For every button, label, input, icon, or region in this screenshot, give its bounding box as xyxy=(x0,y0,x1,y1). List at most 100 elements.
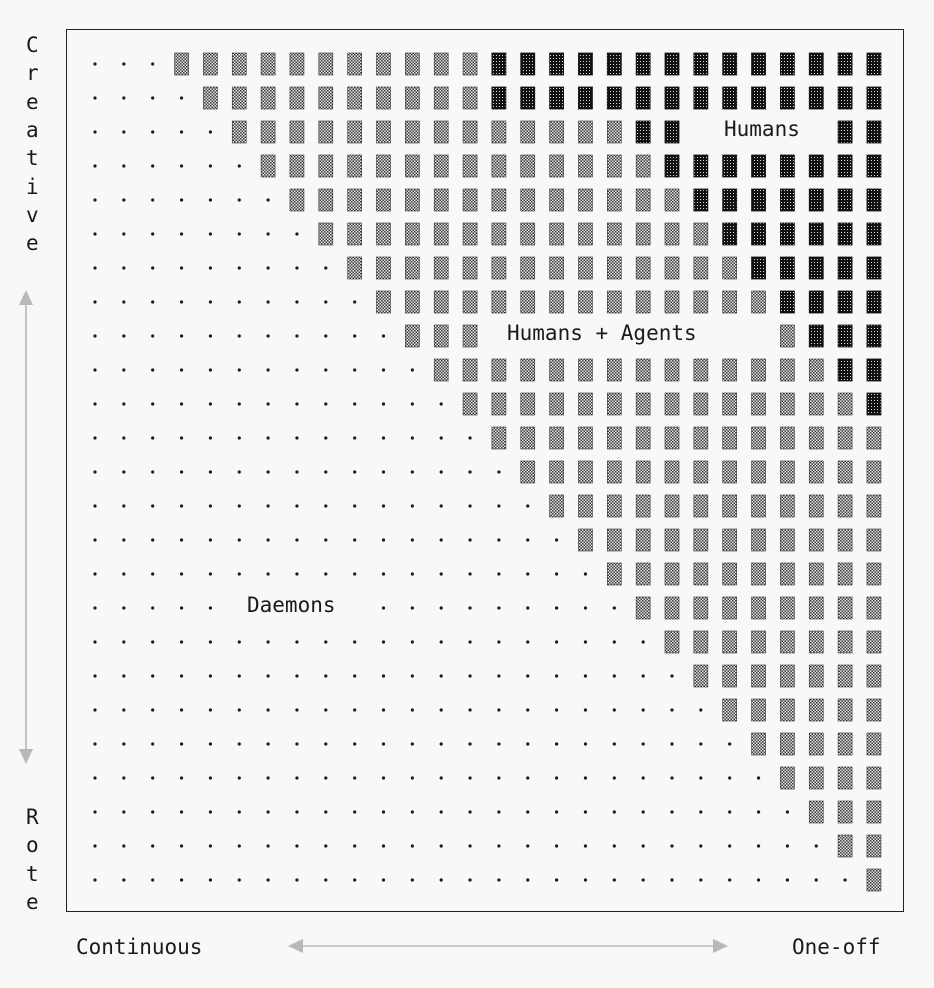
cell-dot xyxy=(295,232,299,236)
cell-medium xyxy=(837,698,853,722)
cell-medium xyxy=(606,562,622,586)
region-label-humans-agents: Humans + Agents xyxy=(505,321,699,345)
cell-dot xyxy=(122,504,126,508)
cell-dot xyxy=(612,606,616,610)
grid-row xyxy=(93,426,882,450)
grid-row xyxy=(93,86,882,110)
cell-dot xyxy=(353,810,357,814)
cell-medium xyxy=(405,256,420,280)
cell-medium xyxy=(347,52,362,76)
cell-dot xyxy=(583,810,588,814)
cell-dot xyxy=(93,878,97,882)
cell-dense xyxy=(837,154,853,178)
cell-dense xyxy=(866,324,882,348)
cell-dot xyxy=(526,776,530,780)
cell-dot xyxy=(641,776,645,780)
cell-dot xyxy=(122,232,126,236)
cell-dense xyxy=(837,120,853,144)
cell-dot xyxy=(612,640,616,644)
cell-dot xyxy=(410,640,414,644)
cell-medium xyxy=(289,154,305,178)
cell-dot xyxy=(266,538,270,542)
cell-medium xyxy=(462,324,478,348)
cell-medium xyxy=(635,222,651,246)
cell-dot xyxy=(266,776,270,780)
cell-dot xyxy=(179,300,184,304)
cell-dot xyxy=(151,96,155,100)
cell-dot xyxy=(295,504,299,508)
cell-medium xyxy=(664,460,680,484)
cell-dense xyxy=(693,52,709,76)
cell-dot xyxy=(324,844,328,848)
cell-dot xyxy=(208,368,212,372)
cell-dot xyxy=(179,538,184,542)
cell-dot xyxy=(468,606,472,610)
cell-dot xyxy=(353,538,357,542)
cell-medium xyxy=(664,494,680,518)
cell-dense xyxy=(866,358,882,382)
cell-medium xyxy=(837,732,853,756)
cell-medium xyxy=(203,52,218,76)
cell-medium xyxy=(549,392,564,416)
grid-row xyxy=(93,800,882,824)
cell-dot xyxy=(699,708,703,712)
cell-dot xyxy=(295,640,299,644)
cell-dot xyxy=(208,334,212,338)
cell-dense xyxy=(693,86,709,110)
cell-dot xyxy=(237,300,241,304)
cell-medium xyxy=(491,290,507,314)
grid-row xyxy=(93,188,882,212)
cell-medium xyxy=(722,290,738,314)
cell-dot xyxy=(353,572,357,576)
cell-medium xyxy=(520,222,536,246)
cell-dot xyxy=(179,504,184,508)
cell-medium xyxy=(664,290,680,314)
x-axis-right-label: One-off xyxy=(792,935,881,959)
cell-dot xyxy=(814,844,818,848)
cell-medium xyxy=(347,188,362,212)
cell-dot xyxy=(179,368,184,372)
cell-dot xyxy=(151,572,155,576)
cell-dot xyxy=(179,198,184,202)
cell-medium xyxy=(260,120,276,144)
cell-medium xyxy=(780,460,795,484)
cell-dense xyxy=(722,52,738,76)
cell-dense xyxy=(837,222,853,246)
cell-medium xyxy=(462,392,478,416)
cell-dot xyxy=(151,470,155,474)
cell-medium xyxy=(808,630,824,654)
grid-row xyxy=(93,630,882,654)
cell-dot xyxy=(122,130,126,134)
cell-dot xyxy=(324,334,328,338)
region-label-daemons: Daemons xyxy=(245,593,338,617)
cell-dot xyxy=(381,470,386,474)
cell-medium xyxy=(664,528,680,552)
cell-medium xyxy=(606,426,622,450)
cell-dot xyxy=(612,776,616,780)
cell-dot xyxy=(353,402,357,406)
cell-medium xyxy=(866,460,882,484)
cell-medium xyxy=(780,426,795,450)
cell-dot xyxy=(612,742,616,746)
cell-medium xyxy=(462,188,478,212)
cell-medium xyxy=(578,358,593,382)
cell-medium xyxy=(606,290,622,314)
cell-dot xyxy=(151,334,155,338)
grid-row xyxy=(93,290,882,314)
cell-dot xyxy=(179,402,184,406)
cell-dot xyxy=(93,776,97,780)
cell-medium xyxy=(578,494,593,518)
cell-medium xyxy=(578,290,593,314)
cell-dot xyxy=(237,776,241,780)
cell-medium xyxy=(635,596,651,620)
cell-medium xyxy=(837,494,853,518)
cell-dot xyxy=(295,674,299,678)
cell-dot xyxy=(670,742,674,746)
cell-dot xyxy=(237,844,241,848)
cell-medium xyxy=(780,596,795,620)
cell-medium xyxy=(693,460,709,484)
cell-dot xyxy=(122,640,126,644)
cell-dot xyxy=(699,844,703,848)
cell-dot xyxy=(468,470,472,474)
cell-medium xyxy=(491,392,507,416)
